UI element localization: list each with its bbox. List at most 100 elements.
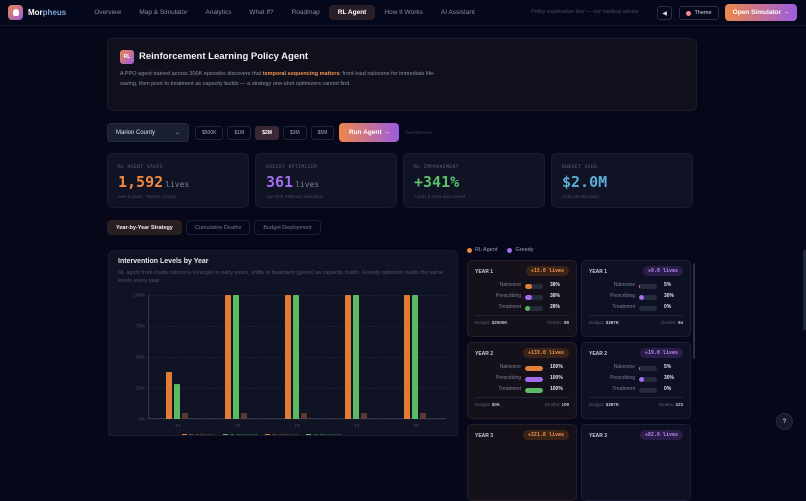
tab-cumulative-deaths[interactable]: Cumulative Deaths [185,220,251,235]
level-bar [525,388,543,393]
intervention-row-naloxone: Naloxone 5% [613,364,672,371]
budget-option-3m[interactable]: $3M [282,125,307,140]
intervention-row-naloxone: Naloxone 38% [499,282,561,289]
logo-icon[interactable] [8,5,23,20]
legend-item[interactable]: RL Naloxone [182,433,215,435]
budget-option-5m[interactable]: $5M [310,125,335,140]
bar-rl-naloxone[interactable] [225,295,232,419]
bar-gr-naloxone[interactable] [360,412,367,419]
level-percent: 5% [664,364,672,370]
stat-label: GREEDY OPTIMIZER [266,165,318,170]
bar-rl-naloxone[interactable] [344,295,351,419]
bar-rl-naloxone[interactable] [285,295,291,419]
legend-swatch [182,433,187,435]
year-label: YEAR 3 [589,433,608,439]
help-button[interactable]: ? [776,413,793,430]
stat-card: RL AGENT SAVES 1,592 lives over 5 years · M… [107,153,249,208]
intervention-row-prescribing: Prescribing 30% [609,293,675,300]
bar-gr-naloxone[interactable] [420,412,427,419]
lives-gain-badge: +19.0 lives [639,348,683,358]
level-percent: 30% [664,293,675,299]
budget-option-1m[interactable]: $1M [227,125,252,140]
bar-rl-treatment[interactable] [173,384,180,419]
dot-icon [507,247,513,253]
nav-link-analytics[interactable]: Analytics [205,9,232,16]
nav-link-ai-assistant[interactable]: AI Assistant [440,9,475,16]
bar-rl-treatment[interactable] [352,295,359,419]
intervention-row-treatment: Treatment 28% [498,304,561,311]
stat-label: BUDGET USED [562,165,598,170]
lives-gain-badge: +321.0 lives [522,430,569,440]
bar-chart: 0% 25% 50% 75% 100% Y1 Y2 Y3 Y4 Y5 [133,293,446,428]
nav-links: Overview Map & Simulator Analytics What If?… [85,5,484,20]
bar-rl-treatment[interactable] [412,295,419,419]
level-bar [525,306,543,311]
theme-button[interactable]: Theme [679,6,719,20]
budget-info: Budget: $387K [589,320,620,325]
tab-year-by-year-strategy[interactable]: Year-by-Year Strategy [107,220,182,235]
bar-gr-naloxone[interactable] [241,412,248,419]
intervention-row-prescribing: Prescribing 30% [609,375,675,382]
budget-info: Budget: $387K [589,402,620,407]
year-label: YEAR 2 [475,351,494,357]
legend-swatch [222,433,228,435]
y-axis [148,295,149,419]
intervention-row-treatment: Treatment 100% [498,386,563,393]
nav-link-how-it-works[interactable]: How It Works [384,9,423,16]
chart-card: Intervention Levels by Year RL agent fro… [108,250,458,436]
y-tick: 75% [135,323,145,329]
nav-link-map-simulator[interactable]: Map & Simulator [139,9,188,16]
rl-badge-icon: RL [120,50,134,64]
year-label: YEAR 1 [475,269,494,275]
lives-gain-badge: +9.0 lives [642,266,683,276]
bar-rl-treatment[interactable] [293,295,299,419]
run-agent-button[interactable]: Run Agent → [339,123,400,142]
intervention-row-naloxone: Naloxone 100% [499,364,563,371]
hero-panel: RL Reinforcement Learning Policy Agent A… [107,38,697,111]
y-tick: 0% [138,416,145,422]
budget-option-500k[interactable]: $500K [195,125,224,140]
open-simulator-button[interactable]: Open Simulator → [725,4,797,21]
rl-year-card: YEAR 2 +133.0 lives Naloxone 100% Prescribin… [467,342,577,419]
series-legend-greedy: Greedy [507,247,533,253]
level-bar [639,295,657,300]
nav-link-what-if-[interactable]: What If? [249,9,274,16]
bar-rl-naloxone[interactable] [165,371,172,419]
legend-item[interactable]: Gr. Treatment [306,433,341,435]
bar-rl-naloxone[interactable] [404,295,411,419]
deaths-info: Deaths: 88 [547,320,569,325]
intervention-row-prescribing: Prescribing 38% [495,293,561,300]
stat-card: RL IMPROVEMENT +341% +1231.0 extra lives s… [403,153,545,208]
county-select[interactable]: Marion County ⌄ [107,123,189,142]
y-tick: 25% [135,385,145,391]
page-scrollbar[interactable] [803,250,806,330]
legend-item[interactable]: RL Treatment [222,433,257,435]
hero-description: A PPO agent trained across 300K episodes… [120,71,435,87]
divider [589,397,683,398]
nav-link-overview[interactable]: Overview [94,9,122,16]
intervention-row-naloxone: Naloxone 5% [613,282,672,289]
legend-swatch [264,433,270,435]
bar-rl-treatment[interactable] [233,295,240,419]
nav-link-rl-agent[interactable]: RL Agent [328,5,376,20]
tab-budget-deployment[interactable]: Budget Deployment [254,220,321,235]
chart-title: Intervention Levels by Year [118,258,209,265]
bar-gr-naloxone[interactable] [181,412,188,419]
budget-option-2m[interactable]: $2M [255,125,279,140]
lives-gain-badge: +133.0 lives [522,348,569,358]
page-title: Reinforcement Learning Policy Agent [139,51,309,62]
sound-toggle-button[interactable]: ◀ [657,6,672,20]
legend-item[interactable]: Gr. Naloxone [264,433,298,435]
budget-options: $500K $1M $2M $3M $5M [195,125,335,140]
level-percent: 0% [664,386,672,392]
stat-card: GREEDY OPTIMIZER 361 lives one-shot XGBoost… [255,153,397,208]
brand-name[interactable]: Morpheus [28,8,67,17]
theme-icon [686,10,692,16]
nav-link-roadmap[interactable]: Roadmap [291,9,320,16]
year-label: YEAR 2 [589,351,608,357]
stat-subtext: of $2.0M allocated [562,194,599,199]
cards-scrollbar[interactable] [693,263,695,359]
legend-swatch [306,433,312,435]
stat-value: $2.0M [562,173,608,191]
bar-gr-naloxone[interactable] [301,412,307,419]
